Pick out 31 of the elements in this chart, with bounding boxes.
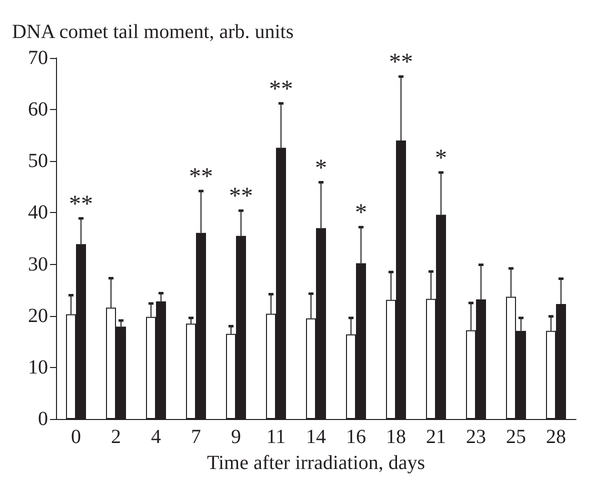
annotation: *: [315, 155, 327, 182]
x-tick-label: 7: [191, 426, 201, 448]
x-tick-label: 4: [151, 426, 161, 448]
annotation: **: [229, 184, 253, 210]
y-tick-label: 40: [28, 202, 48, 224]
x-tick-label: 28: [546, 426, 566, 448]
x-tick-label: 2: [111, 426, 121, 448]
annotation: **: [69, 191, 93, 218]
annotation: *: [435, 145, 447, 172]
x-tick-label: 16: [346, 426, 366, 448]
y-tick-label: 30: [28, 253, 48, 276]
annotation: **: [189, 164, 213, 190]
x-tick-label: 11: [266, 426, 286, 448]
x-tick-label: 14: [306, 426, 326, 448]
y-tick-label: 0: [38, 408, 48, 430]
y-tick-label: 10: [28, 356, 48, 378]
y-tick-label: 60: [28, 98, 48, 121]
x-axis-title: Time after irradiation, days: [206, 452, 426, 474]
annotation: *: [355, 200, 367, 226]
x-tick-label: 0: [71, 426, 81, 448]
y-axis-title: DNA comet tail moment, arb. units: [12, 21, 294, 43]
y-tick-label: 20: [28, 304, 48, 327]
x-tick-label: 23: [466, 426, 486, 448]
y-tick-label: 70: [28, 47, 48, 69]
x-tick-label: 18: [386, 426, 406, 448]
x-tick-label: 21: [426, 426, 446, 448]
y-tick-label: 50: [28, 150, 48, 172]
x-tick-label: 25: [506, 426, 526, 448]
x-tick-label: 9: [231, 426, 241, 448]
annotation: **: [269, 76, 293, 102]
annotation: **: [389, 50, 413, 76]
